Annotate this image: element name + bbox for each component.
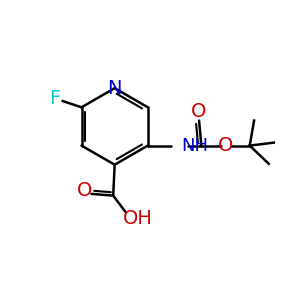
Text: N: N bbox=[107, 79, 122, 98]
Text: NH: NH bbox=[181, 136, 208, 154]
Text: F: F bbox=[50, 89, 61, 108]
Text: O: O bbox=[77, 181, 92, 200]
Text: O: O bbox=[191, 102, 207, 121]
Text: OH: OH bbox=[123, 209, 153, 228]
Text: O: O bbox=[218, 136, 233, 155]
